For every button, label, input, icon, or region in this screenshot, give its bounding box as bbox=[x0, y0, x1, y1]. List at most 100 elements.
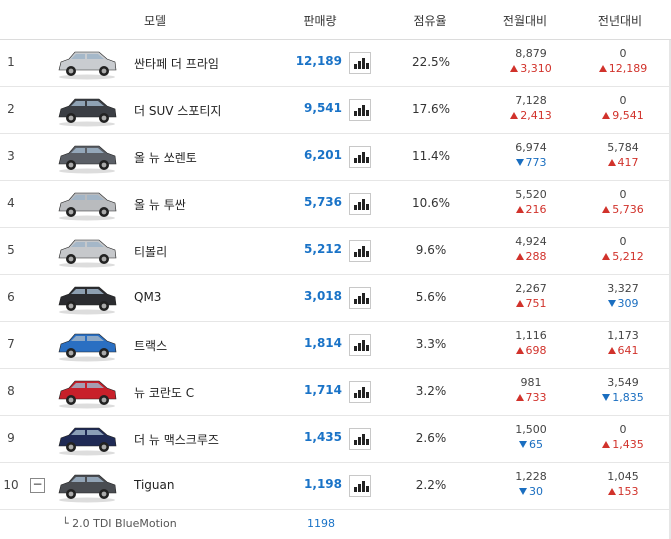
market-share: 2.6% bbox=[415, 431, 447, 445]
prev-month-sales: 1,228 bbox=[515, 470, 547, 483]
car-thumbnail[interactable] bbox=[55, 422, 119, 456]
sales-count-link[interactable]: 1,814 bbox=[304, 336, 342, 350]
sales-count-link[interactable]: 12,189 bbox=[295, 54, 342, 68]
prev-year-sales: 5,784 bbox=[607, 141, 639, 154]
car-thumbnail[interactable] bbox=[55, 140, 119, 174]
arrow-down-icon bbox=[515, 159, 524, 166]
model-name[interactable]: 더 SUV 스포티지 bbox=[134, 104, 222, 118]
model-name[interactable]: 티볼리 bbox=[134, 245, 168, 259]
rank: 6 bbox=[7, 290, 15, 304]
prev-month-sales: 1,500 bbox=[515, 423, 547, 436]
model-name[interactable]: Tiguan bbox=[134, 478, 175, 492]
prev-month-sales: 7,128 bbox=[515, 94, 547, 107]
yoy-change: 1,835 bbox=[612, 391, 644, 404]
sales-count-link[interactable]: 6,201 bbox=[304, 148, 342, 162]
rank: 2 bbox=[7, 102, 15, 116]
model-name[interactable]: 올 뉴 투싼 bbox=[134, 198, 186, 212]
bar-chart-icon[interactable] bbox=[349, 99, 371, 121]
car-thumbnail[interactable] bbox=[55, 187, 119, 221]
arrow-up-icon bbox=[515, 300, 524, 307]
yoy-change: 153 bbox=[617, 485, 639, 498]
mom-change: 3,310 bbox=[520, 62, 552, 75]
sales-count-link[interactable]: 1,435 bbox=[304, 430, 342, 444]
model-name[interactable]: 싼타페 더 프라임 bbox=[134, 57, 219, 71]
sales-count-link[interactable]: 5,736 bbox=[304, 195, 342, 209]
arrow-down-icon bbox=[519, 441, 527, 448]
month-over-month-cell: 981 733 bbox=[498, 375, 564, 405]
scrollbar-edge bbox=[669, 40, 671, 539]
header-sales: 판매량 bbox=[303, 14, 337, 28]
mom-change: 65 bbox=[529, 438, 543, 451]
table-row: 5 티볼리 5,212 9.6% 4,924 288 0 5,212 bbox=[0, 228, 671, 275]
car-thumbnail[interactable] bbox=[55, 328, 119, 362]
mom-change: 773 bbox=[525, 156, 547, 169]
yoy-change: 5,736 bbox=[612, 203, 644, 216]
collapse-toggle-button[interactable]: − bbox=[30, 478, 45, 493]
car-thumbnail[interactable] bbox=[55, 375, 119, 409]
yoy-change: 9,541 bbox=[612, 109, 644, 122]
yoy-change: 417 bbox=[617, 156, 639, 169]
mom-change: 751 bbox=[525, 297, 547, 310]
prev-year-sales: 0 bbox=[619, 423, 627, 436]
arrow-up-icon bbox=[602, 112, 611, 119]
prev-month-sales: 8,879 bbox=[515, 47, 547, 60]
year-over-year-cell: 5,784 417 bbox=[590, 140, 656, 170]
bar-chart-icon[interactable] bbox=[349, 475, 371, 497]
month-over-month-cell: 1,228 30 bbox=[498, 469, 564, 499]
car-thumbnail[interactable] bbox=[55, 469, 119, 503]
prev-year-sales: 0 bbox=[619, 235, 627, 248]
sales-count-link[interactable]: 9,541 bbox=[304, 101, 342, 115]
header-model: 모델 bbox=[143, 14, 167, 28]
year-over-year-cell: 0 5,736 bbox=[590, 187, 656, 217]
bar-chart-icon[interactable] bbox=[349, 428, 371, 450]
arrow-up-icon bbox=[602, 206, 611, 213]
market-share: 2.2% bbox=[415, 478, 447, 492]
rank: 5 bbox=[7, 243, 15, 257]
bar-chart-icon[interactable] bbox=[349, 240, 371, 262]
table-row: 4 올 뉴 투싼 5,736 10.6% 5,520 216 0 5,736 bbox=[0, 181, 671, 228]
model-name[interactable]: 트랙스 bbox=[134, 339, 168, 353]
car-thumbnail[interactable] bbox=[55, 93, 119, 127]
month-over-month-cell: 1,116 698 bbox=[498, 328, 564, 358]
sales-count-link[interactable]: 5,212 bbox=[304, 242, 342, 256]
market-share: 11.4% bbox=[411, 149, 451, 163]
trim-subrow: └ 2.0 TDI BlueMotion 1198 bbox=[0, 510, 671, 539]
rank: 1 bbox=[7, 55, 15, 69]
model-name[interactable]: QM3 bbox=[134, 290, 162, 304]
rank: 10 bbox=[3, 478, 19, 492]
table-row: 1 싼타페 더 프라임 12,189 22.5% 8,879 3,310 0 12,189 bbox=[0, 40, 671, 87]
bar-chart-icon[interactable] bbox=[349, 334, 371, 356]
arrow-down-icon bbox=[607, 300, 616, 307]
arrow-up-icon bbox=[515, 347, 524, 354]
model-name[interactable]: 올 뉴 쏘렌토 bbox=[134, 151, 197, 165]
market-share: 17.6% bbox=[411, 102, 451, 116]
bar-chart-icon[interactable] bbox=[349, 287, 371, 309]
sales-count-link[interactable]: 1,714 bbox=[304, 383, 342, 397]
sales-count-link[interactable]: 3,018 bbox=[304, 289, 342, 303]
bar-chart-icon[interactable] bbox=[349, 193, 371, 215]
header-share: 점유율 bbox=[413, 14, 447, 28]
arrow-up-icon bbox=[602, 441, 611, 448]
yoy-change: 641 bbox=[617, 344, 639, 357]
mom-change: 733 bbox=[525, 391, 547, 404]
trim-sales-link[interactable]: 1198 bbox=[307, 517, 335, 530]
bar-chart-icon[interactable] bbox=[349, 381, 371, 403]
car-thumbnail[interactable] bbox=[55, 234, 119, 268]
bar-chart-icon[interactable] bbox=[349, 52, 371, 74]
model-name[interactable]: 뉴 코란도 C bbox=[134, 386, 195, 400]
car-thumbnail[interactable] bbox=[55, 281, 119, 315]
rank: 4 bbox=[7, 196, 15, 210]
prev-month-sales: 6,974 bbox=[515, 141, 547, 154]
table-row: 10− Tiguan 1,198 2.2% 1,228 30 1,045 153 bbox=[0, 463, 671, 510]
mom-change: 30 bbox=[529, 485, 543, 498]
car-thumbnail[interactable] bbox=[55, 46, 119, 80]
prev-month-sales: 2,267 bbox=[515, 282, 547, 295]
bar-chart-icon[interactable] bbox=[349, 146, 371, 168]
sales-count-link[interactable]: 1,198 bbox=[304, 477, 342, 491]
month-over-month-cell: 8,879 3,310 bbox=[498, 46, 564, 76]
model-name[interactable]: 더 뉴 맥스크루즈 bbox=[134, 433, 219, 447]
mom-change: 698 bbox=[525, 344, 547, 357]
arrow-up-icon bbox=[510, 65, 519, 72]
arrow-up-icon bbox=[515, 253, 524, 260]
